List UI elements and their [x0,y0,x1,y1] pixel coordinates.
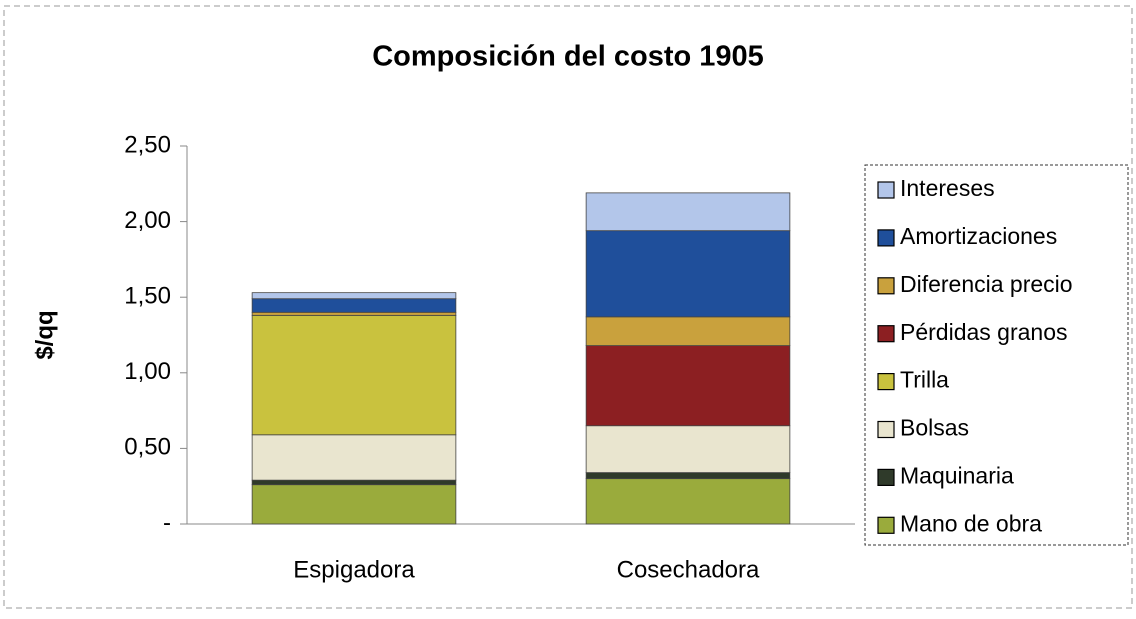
bar-segment [251,292,457,300]
legend-swatch [877,229,895,247]
bar-segment [585,192,791,232]
bar-segment [585,478,791,525]
legend-swatch [877,373,895,391]
x-tick-label: Cosechadora [617,556,760,583]
legend-swatch [877,420,895,439]
legend-swatch [877,181,895,199]
y-axis-label: $/qq [31,310,58,359]
y-tick-label: 2,50 [124,131,171,158]
bar-segment [251,311,457,316]
bar-segment [585,425,791,473]
bar-segment [585,472,791,480]
legend-label: Amortizaciones [900,223,1057,249]
legend-swatch [877,468,895,486]
bar-segment [251,298,457,313]
legend-label: Trilla [900,367,949,393]
y-tick-label: 1,50 [124,283,171,310]
legend-swatch [877,325,895,343]
legend-label: Pérdidas granos [900,319,1068,345]
bar-segment [585,345,791,427]
bar-segment [251,314,457,436]
legend-swatch [877,277,895,295]
bar-segment [251,434,457,481]
bar-segment [585,316,791,346]
y-tick-label: 0,50 [124,434,171,461]
y-tick-label: 1,00 [124,358,171,385]
legend-label: Diferencia precio [900,271,1073,297]
x-tick-label: Espigadora [293,556,415,583]
legend-label: Intereses [900,175,995,201]
legend-swatch [877,516,895,534]
y-tick-label: 2,00 [124,207,171,234]
bar-segment [251,484,457,525]
bar-segment [585,230,791,318]
bar-segment [251,479,457,486]
chart-title: Composición del costo 1905 [372,41,764,73]
legend-label: Maquinaria [900,462,1014,488]
legend-label: Mano de obra [900,510,1042,536]
legend-label: Bolsas [900,415,969,441]
y-tick-label: - [163,509,171,536]
legend-box [864,164,1129,546]
